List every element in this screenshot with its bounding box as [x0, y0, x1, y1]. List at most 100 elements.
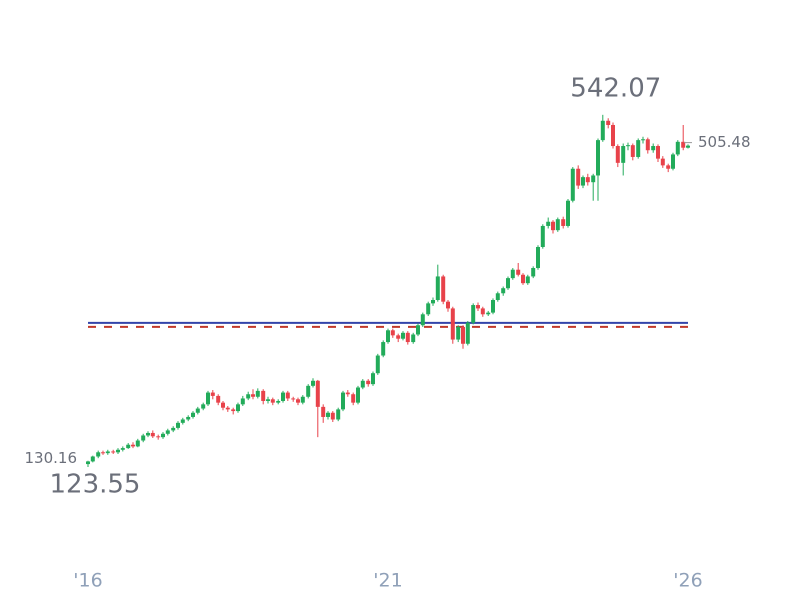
- candle-body: [686, 145, 690, 148]
- x-tick-label: '21: [373, 570, 402, 592]
- candle-body: [96, 452, 101, 457]
- candle-body: [291, 398, 296, 400]
- candle-body: [516, 269, 521, 275]
- first-label: 130.16: [25, 449, 78, 467]
- candle-body: [636, 140, 641, 157]
- candle-body: [651, 146, 656, 151]
- candle-body: [281, 392, 285, 401]
- candle-body: [411, 334, 416, 343]
- candle-body: [561, 219, 566, 226]
- candle-body: [405, 332, 410, 343]
- candle-body: [596, 140, 600, 176]
- candle-body: [315, 380, 320, 407]
- candle-body: [300, 396, 305, 403]
- candle-body: [165, 430, 170, 434]
- candle-body: [296, 399, 300, 403]
- candle-body: [321, 406, 326, 417]
- candle-body: [341, 392, 345, 410]
- candle-body: [555, 219, 560, 231]
- x-tick-label: '16: [73, 570, 102, 592]
- candle-body: [450, 308, 455, 340]
- candle-body: [666, 165, 671, 169]
- candle-body: [386, 330, 390, 343]
- max-label: 542.07: [570, 73, 661, 103]
- last-label: 505.48: [698, 133, 751, 151]
- candle-body: [615, 146, 620, 163]
- candle-body: [521, 274, 525, 284]
- candle-body: [495, 293, 500, 300]
- candle-body: [396, 335, 401, 339]
- candle-body: [141, 435, 146, 441]
- candle-body: [626, 145, 630, 147]
- candle-body: [150, 432, 155, 437]
- candle-body: [126, 444, 131, 449]
- candle-body: [135, 440, 140, 447]
- candle-body: [591, 175, 596, 183]
- candle-body: [276, 400, 281, 403]
- candle-body: [606, 120, 611, 125]
- candle-body: [255, 390, 260, 397]
- candle-body: [570, 168, 575, 201]
- candle-body: [491, 300, 495, 313]
- candle-body: [641, 139, 645, 141]
- candle-body: [210, 392, 215, 396]
- min-label: 123.55: [50, 469, 141, 499]
- candle-body: [266, 399, 270, 401]
- x-tick-label: '26: [673, 570, 702, 592]
- candle-body: [285, 392, 290, 399]
- candle-body: [356, 387, 360, 403]
- candle-body: [656, 146, 660, 159]
- candle-body: [371, 373, 375, 385]
- candle-body: [465, 322, 470, 344]
- candle-body: [431, 300, 435, 304]
- candle-body: [216, 395, 221, 403]
- candle-body: [471, 305, 476, 323]
- candle-body: [525, 276, 530, 284]
- candle-body: [186, 416, 191, 420]
- candle-body: [506, 278, 510, 289]
- candle-body: [111, 451, 116, 453]
- candle-body: [510, 269, 515, 279]
- candle-body: [131, 444, 135, 447]
- candle-body: [671, 154, 675, 169]
- candle-body: [645, 139, 650, 151]
- candle-body: [201, 404, 206, 409]
- candle-body: [116, 449, 120, 453]
- candle-body: [120, 448, 125, 450]
- candle-body: [180, 419, 185, 423]
- candle-body: [441, 276, 446, 302]
- candle-body: [426, 303, 431, 315]
- candle-body: [390, 330, 395, 336]
- candle-body: [176, 422, 180, 428]
- candle-body: [486, 312, 491, 315]
- candle-body: [435, 276, 440, 300]
- candle-body: [360, 380, 365, 388]
- candle-body: [681, 141, 686, 148]
- candle-body: [90, 456, 95, 462]
- candle-body: [630, 145, 635, 157]
- candle-body: [416, 325, 420, 335]
- candle-body: [311, 380, 315, 386]
- candle-body: [161, 433, 165, 438]
- candle-body: [225, 407, 230, 410]
- candle-body: [536, 246, 540, 269]
- candle-body: [461, 326, 465, 344]
- candle-body: [156, 436, 161, 438]
- candle-body: [326, 412, 330, 417]
- candle-body: [146, 432, 150, 436]
- candle-body: [366, 380, 371, 385]
- candle-body: [540, 225, 545, 247]
- candle-body: [101, 452, 105, 454]
- candle-body: [351, 394, 356, 403]
- candle-body: [261, 390, 266, 401]
- candle-body: [206, 392, 210, 405]
- candle-body: [576, 168, 581, 186]
- candle-body: [585, 177, 590, 183]
- candle-body: [456, 326, 461, 340]
- candle-body: [251, 394, 255, 397]
- candle-body: [195, 408, 200, 413]
- candle-body: [105, 451, 110, 454]
- candle-body: [581, 177, 585, 186]
- candle-body: [171, 427, 176, 431]
